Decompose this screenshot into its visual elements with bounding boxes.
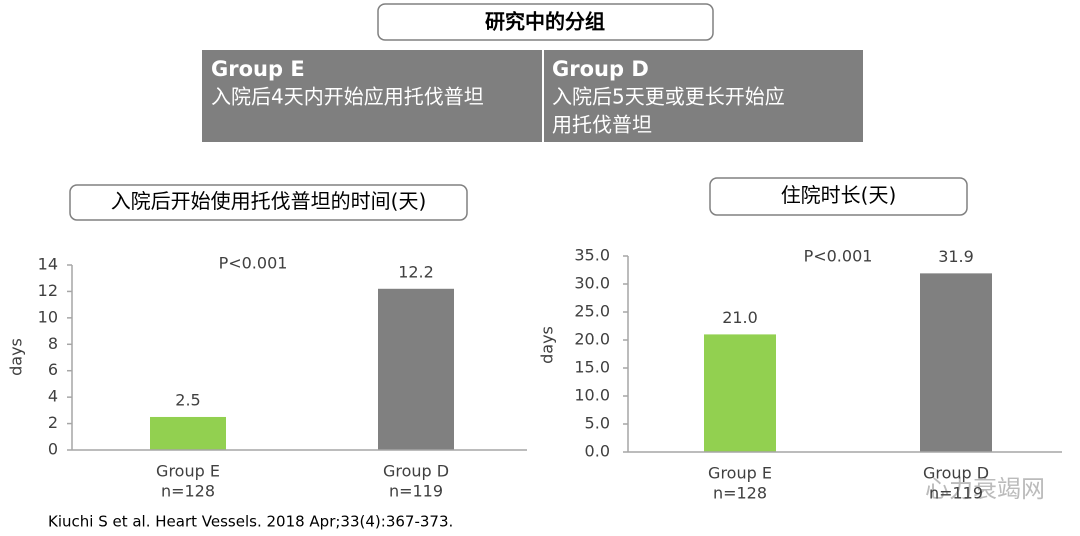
- x-tick-note: n=128: [713, 484, 767, 503]
- y-tick-label: 10.0: [574, 386, 610, 405]
- chart-title: 入院后开始使用托伐普坦的时间(天): [111, 189, 427, 213]
- y-tick-label: 0: [48, 440, 58, 459]
- y-tick-label: 20.0: [574, 330, 610, 349]
- title-box: [377, 3, 714, 41]
- value-label: 21.0: [722, 308, 758, 327]
- chart-title-box: [69, 184, 468, 221]
- x-tick-note: n=119: [929, 484, 983, 503]
- value-label: 12.2: [398, 262, 434, 281]
- y-tick-label: 2: [48, 413, 58, 432]
- y-tick-label: 15.0: [574, 358, 610, 377]
- x-tick-note: n=128: [161, 482, 215, 501]
- table-header: Group E: [211, 57, 305, 81]
- table-cell: 入院后4天内开始应用托伐普坦: [211, 85, 484, 109]
- table-header: Group D: [552, 57, 649, 81]
- watermark: 心力衰竭网: [925, 475, 1045, 503]
- annotation: P<0.001: [804, 247, 873, 266]
- y-tick-label: 14: [38, 255, 58, 274]
- y-tick-label: 6: [48, 360, 58, 379]
- slide-title: 研究中的分组: [485, 10, 605, 34]
- x-tick-note: n=119: [389, 482, 443, 501]
- x-tick-label: Group D: [923, 464, 989, 483]
- y-axis-label: days: [538, 326, 557, 364]
- chart-title: 住院时长(天): [781, 183, 897, 207]
- y-tick-label: 10: [38, 307, 58, 326]
- bar: [378, 288, 454, 450]
- x-tick-label: Group E: [708, 464, 772, 483]
- y-tick-label: 4: [48, 387, 58, 406]
- x-tick-label: Group D: [383, 462, 449, 481]
- y-tick-label: 35.0: [574, 246, 610, 265]
- annotation: P<0.001: [219, 254, 288, 273]
- bar: [150, 416, 226, 450]
- y-tick-label: 0.0: [585, 442, 610, 461]
- y-tick-label: 5.0: [585, 414, 610, 433]
- y-tick-label: 8: [48, 334, 58, 353]
- value-label: 2.5: [175, 390, 200, 409]
- bar: [920, 273, 992, 452]
- table-cell: 入院后5天更或更长开始应: [552, 85, 785, 109]
- group-table: [202, 50, 863, 142]
- table-cell: 用托伐普坦: [552, 113, 652, 137]
- y-tick-label: 25.0: [574, 302, 610, 321]
- citation: Kiuchi S et al. Heart Vessels. 2018 Apr;…: [48, 513, 453, 531]
- y-tick-label: 12: [38, 281, 58, 300]
- chart-title-box: [709, 177, 968, 216]
- x-tick-label: Group E: [156, 462, 220, 481]
- value-label: 31.9: [938, 247, 974, 266]
- bar: [704, 334, 776, 452]
- y-axis-label: days: [7, 338, 26, 376]
- y-tick-label: 30.0: [574, 274, 610, 293]
